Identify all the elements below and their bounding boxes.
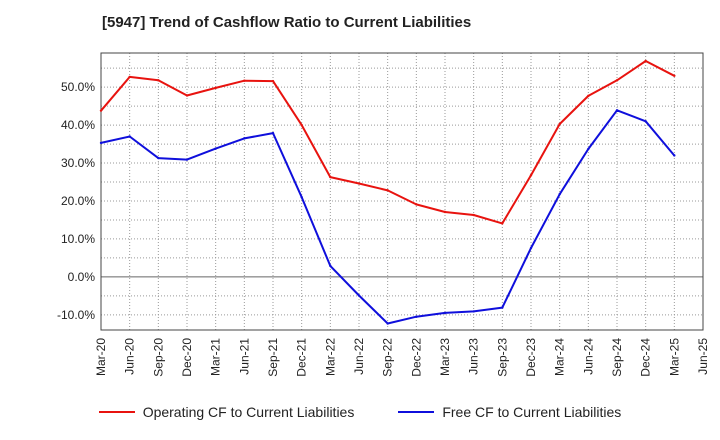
x-tick-label: Mar-24: [553, 338, 567, 376]
x-tick-label: Mar-25: [667, 338, 681, 376]
series-0-point: [673, 74, 676, 77]
series-0-point: [386, 189, 389, 192]
series-0-point: [157, 79, 160, 82]
x-tick-label: Jun-23: [467, 338, 481, 375]
y-tick-label: 50.0%: [61, 80, 95, 94]
series-0-point: [443, 210, 447, 214]
y-tick-label: -10.0%: [57, 308, 95, 322]
x-tick-label: Sep-24: [610, 338, 624, 377]
series-1-point: [329, 264, 332, 268]
y-tick-label: 10.0%: [61, 232, 95, 246]
series-0-point: [329, 175, 332, 179]
series-1-point: [443, 311, 447, 315]
series-0-point: [357, 182, 361, 185]
x-tick-label: Sep-20: [151, 338, 165, 377]
series-0-point: [214, 86, 217, 90]
x-tick-label: Sep-22: [381, 338, 395, 377]
series-1-point: [615, 109, 619, 112]
series-0-point: [99, 109, 103, 112]
y-tick-label: 20.0%: [61, 194, 95, 208]
x-tick-label: Mar-22: [323, 338, 337, 376]
x-tick-label: Jun-22: [352, 338, 366, 375]
series-line-0: [100, 60, 675, 225]
legend-label-operating: Operating CF to Current Liabilities: [142, 404, 355, 420]
x-tick-label: Mar-23: [438, 338, 452, 376]
series-0-point: [243, 79, 246, 82]
series-0-point: [415, 203, 418, 206]
y-tick-label: 0.0%: [68, 270, 96, 284]
x-tick-label: Dec-21: [295, 338, 309, 377]
series-1-point: [357, 294, 361, 297]
series-0-point: [587, 94, 590, 98]
legend-item-operating: Operating CF to Current Liabilities: [98, 404, 355, 420]
y-tick-label: 40.0%: [61, 118, 95, 132]
chart-title: [5947] Trend of Cashflow Ratio to Curren…: [102, 14, 472, 31]
series-1-point: [271, 131, 275, 135]
x-tick-label: Jun-20: [123, 338, 137, 375]
series-0-point: [558, 122, 561, 126]
series-0-point: [300, 123, 303, 127]
legend-swatch-operating: [98, 411, 135, 413]
series-0-point: [644, 59, 647, 63]
x-tick-label: Sep-23: [495, 338, 509, 377]
series-1-point: [472, 310, 475, 313]
series-1-point: [386, 322, 389, 325]
series-1-point: [214, 147, 217, 150]
x-tick-label: Dec-23: [524, 338, 538, 377]
legend: Operating CF to Current Liabilities Free…: [0, 404, 720, 420]
legend-label-free: Free CF to Current Liabilities: [442, 404, 622, 420]
series-1-point: [300, 195, 303, 199]
legend-item-free: Free CF to Current Liabilities: [398, 404, 621, 420]
series-1-point: [185, 158, 189, 161]
x-tick-label: Dec-24: [639, 338, 653, 377]
series-0-point: [615, 79, 619, 82]
x-tick-label: Mar-20: [94, 338, 108, 376]
series-0-point: [185, 94, 189, 97]
series-0-point: [472, 213, 475, 217]
series-1-point: [587, 147, 590, 151]
legend-swatch-free: [398, 411, 435, 413]
series-1-point: [157, 156, 160, 160]
y-tick-label: 30.0%: [61, 156, 95, 170]
x-tick-label: Mar-21: [209, 338, 223, 376]
series-1-point: [415, 315, 418, 318]
series-1-point: [243, 137, 246, 140]
x-tick-label: Sep-21: [266, 338, 280, 377]
x-tick-label: Dec-22: [409, 338, 423, 377]
series-0-point: [501, 222, 504, 225]
series-0-point: [529, 173, 533, 177]
x-tick-label: Dec-20: [180, 338, 194, 377]
series-1-point: [529, 246, 533, 250]
series-1-point: [501, 306, 504, 309]
series-1-point: [99, 141, 103, 145]
series-line-1: [100, 109, 676, 325]
series-1-point: [128, 135, 131, 138]
series-1-point: [673, 154, 676, 157]
series-1-point: [558, 192, 561, 196]
x-tick-label: Jun-25: [696, 338, 710, 375]
x-tick-label: Jun-21: [237, 338, 251, 375]
series-0-point: [128, 75, 131, 79]
plot-frame: [100, 52, 704, 331]
series-1-point: [644, 120, 647, 123]
x-tick-label: Jun-24: [581, 338, 595, 375]
series-0-point: [271, 79, 275, 83]
